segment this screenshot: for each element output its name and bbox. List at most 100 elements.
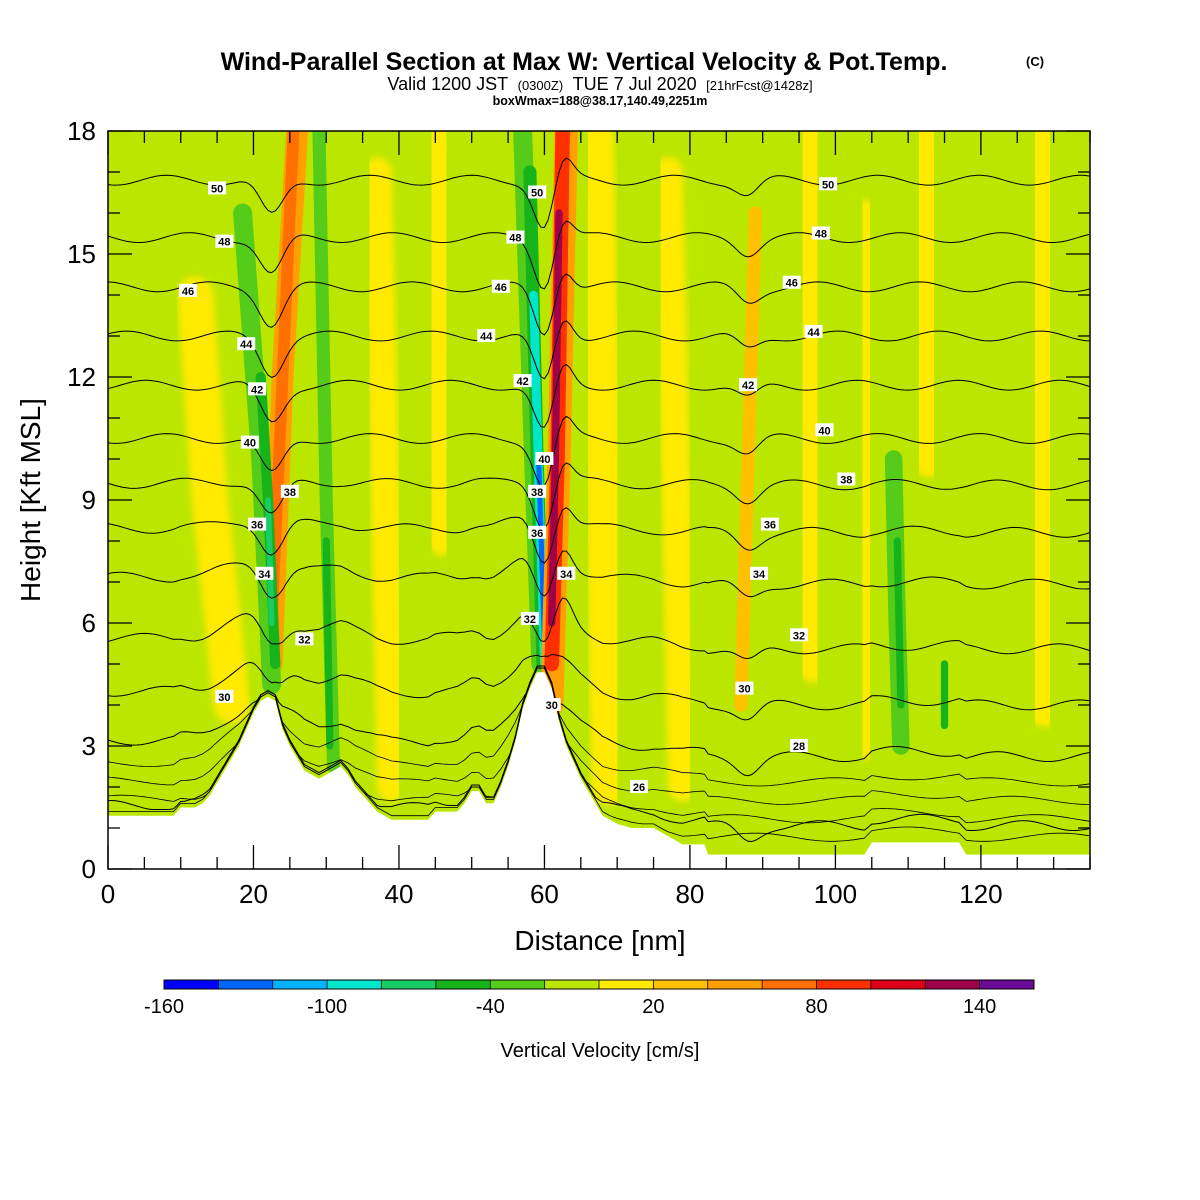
- contour-label-bg: [760, 517, 779, 531]
- colorbar-swatch-10: [707, 980, 763, 989]
- contour-label-bg: [179, 283, 198, 297]
- valid-time-line: Valid 1200 JST (0300Z) TUE 7 Jul 2020 [2…: [387, 74, 812, 94]
- colorbar: [163, 979, 1035, 990]
- contour-label-bg: [837, 472, 856, 486]
- colorbar-swatch-1: [218, 980, 273, 989]
- downdraft-band-4: [265, 497, 275, 626]
- contour-label-28: 40: [815, 423, 834, 437]
- contour-label-15: 42: [513, 374, 532, 388]
- contour-labels: 50 48 46 44 42 40 38 36 34 32 30 50 48 46 44 42 40 38 36 34…: [179, 177, 856, 794]
- contour-label-text: 50: [531, 188, 543, 200]
- contour-label-14: 44: [477, 329, 496, 343]
- updraft-band-18: [177, 276, 250, 724]
- box-wmax-line: boxWmax=188@38.17,140.49,2251m: [493, 94, 708, 108]
- contour-label-text: 40: [538, 454, 550, 466]
- y-tick-label: 15: [67, 239, 96, 269]
- contour-label-bg: [208, 181, 227, 195]
- contour-label-bg: [750, 566, 769, 580]
- theta-contour-40: [108, 415, 1090, 487]
- updraft-band-23: [788, 131, 832, 683]
- copyright-mark: (C): [1026, 54, 1044, 69]
- contour-label-bg: [557, 566, 576, 580]
- colorbar-swatch-8: [599, 980, 654, 989]
- updraft-band-24: [851, 199, 882, 760]
- contour-label-text: 38: [284, 487, 296, 499]
- contour-label-text: 34: [560, 569, 573, 581]
- valid-utc: (0300Z): [518, 78, 564, 93]
- contour-label-text: 46: [495, 282, 507, 294]
- colorbar-swatch-9: [653, 980, 708, 989]
- contour-label-bg: [804, 324, 823, 338]
- y-axis-label: Height [Kft MSL]: [15, 398, 46, 602]
- colorbar-tick-label: 80: [805, 996, 827, 1018]
- contour-label-bg: [528, 525, 547, 539]
- theta-contour-36: [108, 507, 1090, 564]
- colorbar-tick-label: 140: [963, 996, 996, 1018]
- contour-label-1: 48: [215, 234, 234, 249]
- contour-label-bg: [790, 739, 809, 752]
- contour-label-bg: [248, 517, 267, 531]
- contour-label-text: 46: [786, 278, 798, 290]
- contour-label-text: 30: [218, 692, 230, 704]
- y-tick-label: 18: [67, 116, 96, 146]
- contour-label-23: 50: [819, 177, 838, 191]
- theta-contour-30: [108, 654, 1090, 721]
- contour-label-9: 32: [295, 632, 314, 646]
- colorbar-swatch-15: [979, 980, 1034, 989]
- contour-label-4: 42: [248, 382, 267, 396]
- contour-label-8: 34: [255, 566, 274, 581]
- contour-label-bg: [477, 329, 496, 342]
- contour-label-bg: [237, 337, 256, 351]
- contour-label-text: 42: [251, 384, 263, 396]
- contour-label-text: 42: [742, 380, 754, 392]
- contour-label-10: 30: [215, 689, 234, 704]
- theta-contour-28: [108, 665, 1090, 777]
- y-tick-label: 9: [82, 485, 96, 515]
- contour-label-31: 34: [750, 566, 769, 581]
- theta-contour-42: [108, 363, 1090, 428]
- plot-area: 50 48 46 44 42 40 38 36 34 32 30 50 48 46 44 42 40 38 36 34…: [107, 130, 1091, 870]
- updraft-band-13: [548, 209, 563, 627]
- colorbar-tick-label: 20: [642, 996, 664, 1018]
- contour-label-text: 30: [546, 700, 558, 712]
- contour-label-16: 40: [535, 452, 554, 466]
- contour-label-bg: [295, 632, 314, 646]
- contour-label-bg: [630, 780, 649, 793]
- contour-label-2: 46: [179, 283, 198, 298]
- contour-label-text: 44: [240, 339, 253, 351]
- contour-label-bg: [528, 185, 547, 199]
- x-tick-label: 20: [239, 879, 268, 909]
- contour-label-33: 30: [735, 681, 754, 696]
- theta-contour-minor-3: [108, 667, 1090, 787]
- contour-label-text: 26: [633, 782, 645, 794]
- contour-label-bg: [790, 628, 809, 642]
- contour-label-17: 38: [528, 484, 547, 499]
- contour-label-text: 44: [807, 327, 820, 339]
- contour-label-bg: [240, 435, 259, 449]
- updraft-band-19: [362, 157, 407, 802]
- contour-label-bg: [811, 226, 830, 240]
- updraft-band-20: [420, 131, 458, 556]
- contour-label-text: 48: [815, 229, 827, 241]
- contour-label-bg: [819, 177, 838, 191]
- contour-label-0: 50: [208, 181, 227, 195]
- contour-label-text: 34: [258, 569, 271, 581]
- downdraft-band-6: [322, 537, 334, 750]
- theta-contour-38: [108, 462, 1090, 530]
- contour-label-24: 48: [811, 226, 830, 241]
- contour-label-bg: [491, 279, 510, 293]
- contour-label-bg: [506, 230, 525, 244]
- colorbar-swatch-4: [381, 980, 436, 989]
- theta-contour-32: [108, 597, 1090, 660]
- colorbar-tick-label: -100: [307, 996, 347, 1018]
- chart-title: Wind-Parallel Section at Max W: Vertical…: [221, 48, 948, 76]
- theta-contours: [108, 157, 1090, 843]
- colorbar-swatch-6: [490, 980, 545, 989]
- contour-label-12: 48: [506, 230, 525, 245]
- contour-label-text: 42: [516, 376, 528, 388]
- x-tick-label: 0: [101, 879, 115, 909]
- contour-label-34: 28: [790, 739, 809, 753]
- x-tick-label: 80: [675, 879, 704, 909]
- terrain-mask: [108, 672, 1090, 869]
- contour-label-bg: [739, 378, 758, 392]
